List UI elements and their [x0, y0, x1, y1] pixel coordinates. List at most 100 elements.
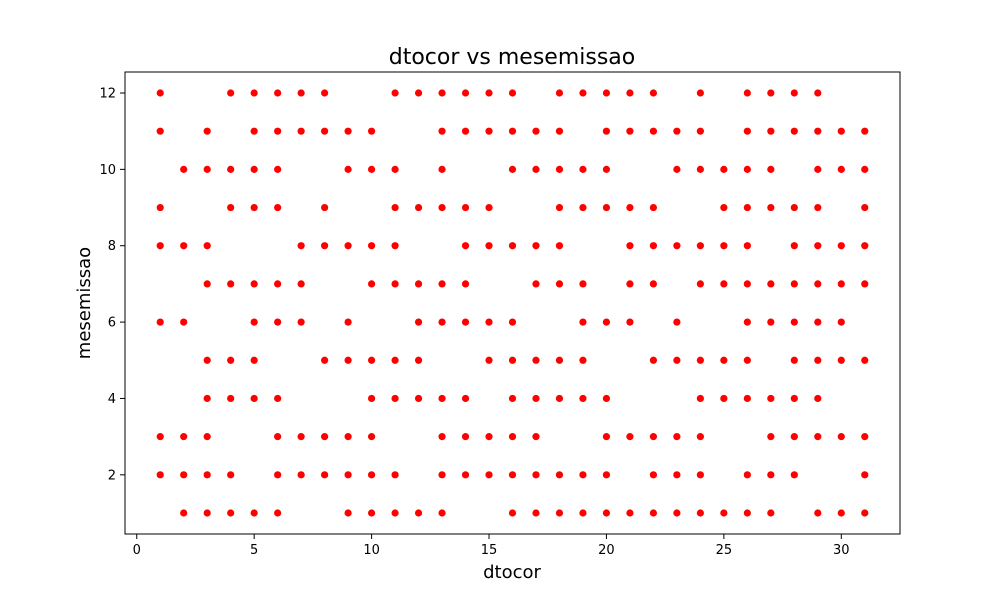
- data-point: [626, 433, 634, 441]
- data-point: [602, 127, 611, 135]
- data-point: [438, 509, 446, 517]
- data-point: [414, 89, 423, 97]
- data-point: [156, 127, 164, 135]
- data-point: [743, 394, 751, 403]
- data-point: [814, 89, 822, 97]
- data-point: [156, 318, 164, 326]
- data-point: [203, 242, 211, 250]
- data-point: [438, 394, 446, 403]
- data-points: [156, 89, 869, 517]
- data-point: [837, 356, 845, 364]
- data-point: [555, 356, 564, 364]
- data-point: [227, 509, 235, 517]
- data-point: [250, 318, 258, 326]
- data-point: [203, 509, 211, 517]
- data-point: [250, 356, 258, 364]
- data-point: [767, 318, 775, 326]
- data-point: [156, 433, 164, 441]
- data-point: [720, 280, 728, 288]
- data-point: [367, 242, 376, 250]
- data-point: [227, 203, 235, 212]
- data-point: [391, 356, 399, 364]
- data-point: [743, 280, 751, 288]
- data-point: [321, 471, 329, 479]
- data-point: [344, 509, 352, 517]
- data-point: [508, 242, 517, 250]
- data-point: [367, 165, 376, 173]
- data-point: [790, 242, 798, 250]
- data-point: [602, 433, 611, 441]
- data-point: [532, 280, 540, 288]
- data-point: [532, 394, 540, 403]
- data-point: [814, 280, 822, 288]
- data-point: [367, 433, 376, 441]
- data-point: [391, 89, 399, 97]
- data-point: [227, 89, 235, 97]
- x-axis-ticks: 0 5 10 15 20 25 30: [133, 534, 850, 558]
- data-point: [790, 471, 798, 479]
- data-point: [461, 89, 470, 97]
- data-point: [579, 471, 587, 479]
- data-point: [579, 89, 587, 97]
- data-point: [156, 471, 164, 479]
- data-point: [532, 165, 540, 173]
- data-point: [673, 433, 681, 441]
- data-point: [767, 394, 775, 403]
- data-point: [367, 127, 376, 135]
- data-point: [673, 242, 681, 250]
- data-point: [626, 242, 634, 250]
- data-point: [720, 203, 728, 212]
- data-point: [814, 242, 822, 250]
- data-point: [696, 471, 704, 479]
- data-point: [696, 433, 704, 441]
- data-point: [532, 471, 540, 479]
- data-point: [391, 471, 399, 479]
- data-point: [438, 165, 446, 173]
- data-point: [203, 165, 211, 173]
- data-point: [767, 127, 775, 135]
- data-point: [579, 394, 587, 403]
- data-point: [861, 242, 869, 250]
- data-point: [602, 471, 611, 479]
- data-point: [485, 433, 493, 441]
- data-point: [321, 242, 329, 250]
- data-point: [485, 356, 493, 364]
- data-point: [626, 509, 634, 517]
- data-point: [508, 356, 517, 364]
- plot-frame: [124, 71, 901, 535]
- data-point: [649, 89, 658, 97]
- data-point: [367, 356, 376, 364]
- data-point: [414, 509, 423, 517]
- data-point: [649, 203, 658, 212]
- data-point: [790, 318, 798, 326]
- data-point: [626, 203, 634, 212]
- data-point: [274, 203, 282, 212]
- data-point: [156, 89, 164, 97]
- data-point: [438, 471, 446, 479]
- data-point: [743, 242, 751, 250]
- data-point: [532, 356, 540, 364]
- data-point: [414, 394, 423, 403]
- data-point: [790, 394, 798, 403]
- data-point: [461, 127, 470, 135]
- data-point: [227, 280, 235, 288]
- data-point: [414, 318, 423, 326]
- data-point: [602, 318, 611, 326]
- data-point: [156, 203, 164, 212]
- data-point: [344, 356, 352, 364]
- data-point: [555, 127, 564, 135]
- data-point: [227, 471, 235, 479]
- data-point: [297, 433, 305, 441]
- data-point: [555, 280, 564, 288]
- data-point: [861, 280, 869, 288]
- data-point: [579, 356, 587, 364]
- data-point: [861, 203, 869, 212]
- data-point: [321, 89, 329, 97]
- data-point: [414, 356, 423, 364]
- data-point: [696, 165, 704, 173]
- data-point: [250, 394, 258, 403]
- data-point: [367, 471, 376, 479]
- data-point: [414, 203, 423, 212]
- data-point: [344, 433, 352, 441]
- data-point: [438, 280, 446, 288]
